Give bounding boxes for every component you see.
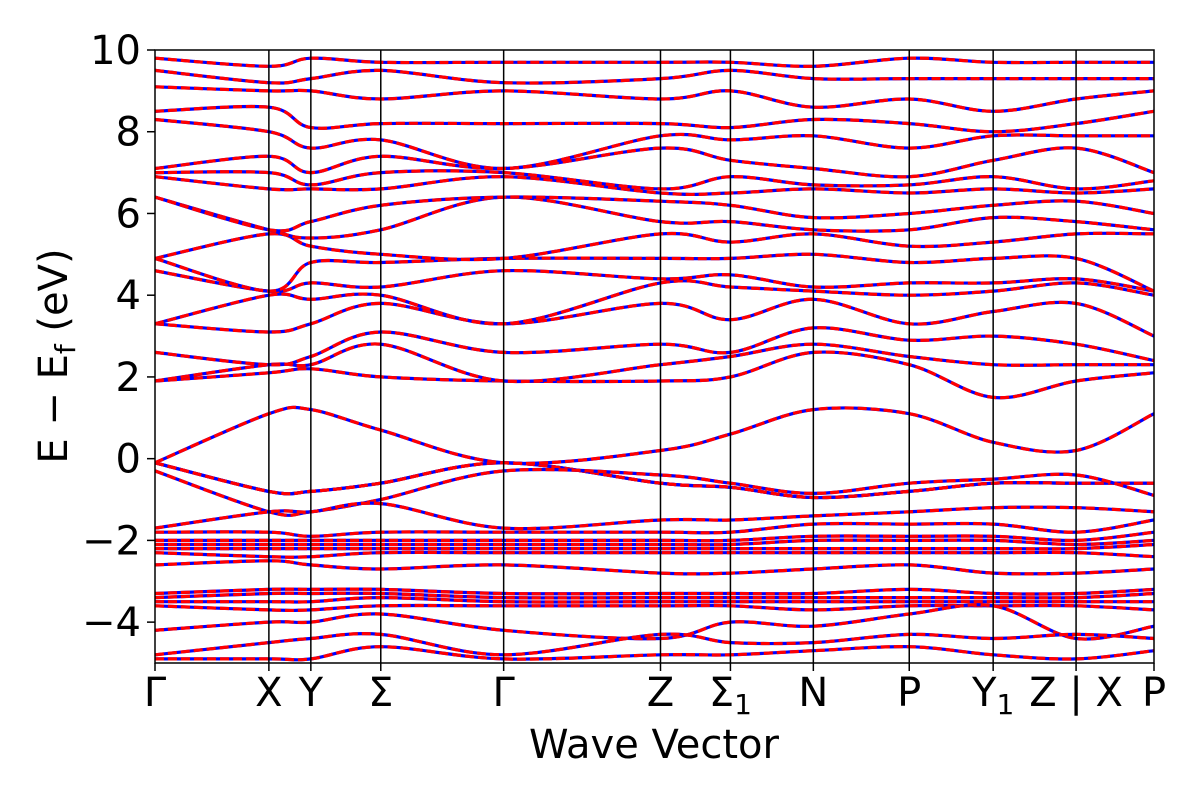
y-tick-label: 8 — [116, 110, 141, 156]
band-line-red — [155, 326, 1154, 367]
y-tick-label: −4 — [82, 600, 141, 646]
y-axis-title-main: E − E — [31, 354, 77, 464]
band-line-blue — [155, 645, 1154, 662]
x-tick-label: P — [897, 670, 921, 716]
band-line-red — [155, 405, 1154, 466]
y-tick-label: 6 — [116, 191, 141, 237]
band-line-red — [155, 56, 1154, 68]
band-line-red — [155, 518, 1154, 538]
x-tick-label: Y — [298, 670, 324, 716]
x-tick-label: N — [798, 670, 828, 716]
x-axis-ticks: Γ X Y Σ Γ Z Σ1 N P Y1 Z | X P — [144, 663, 1166, 721]
y-tick-label: 10 — [90, 28, 141, 74]
x-tick-label: Γ — [144, 670, 167, 716]
x-tick-label: Z — [647, 670, 674, 716]
y-axis-title-unit: (eV) — [31, 248, 77, 344]
plot-frame — [154, 49, 1155, 664]
band-line-red — [155, 297, 1154, 338]
x-tick-label: Σ — [368, 670, 393, 716]
band-line-red — [155, 68, 1154, 85]
y-tick-label: −2 — [82, 518, 141, 564]
band-line-blue — [155, 461, 1154, 500]
band-line-red — [155, 85, 1154, 113]
y-tick-label: 4 — [116, 273, 141, 319]
x-axis-title: Wave Vector — [529, 722, 780, 768]
x-tick-label: Γ — [493, 670, 516, 716]
x-tick-label: Z | X — [1029, 670, 1123, 716]
band-line-red — [155, 252, 1154, 293]
band-line-red — [155, 550, 1154, 559]
y-axis-title-sub: f — [49, 343, 82, 354]
y-tick-label: 0 — [116, 437, 141, 483]
band-line-blue — [155, 518, 1154, 538]
x-tick-label: Y1 — [971, 670, 1014, 721]
y-axis-ticks: −4 −2 0 2 4 6 8 10 — [82, 28, 155, 646]
x-tick-label: P — [1142, 670, 1166, 716]
band-line-red — [155, 342, 1154, 384]
y-axis-title: E − Ef (eV) — [31, 248, 82, 463]
band-line-red — [155, 559, 1154, 576]
band-line-red — [155, 195, 1154, 233]
band-lines — [155, 56, 1154, 662]
band-line-blue — [155, 342, 1154, 384]
band-line-blue — [155, 405, 1154, 466]
band-line-blue — [155, 146, 1154, 179]
band-line-blue — [155, 268, 1154, 293]
high-symmetry-lines — [268, 50, 1077, 663]
x-tick-label: Σ1 — [709, 670, 752, 721]
y-tick-label: 2 — [116, 355, 141, 401]
band-line-blue — [155, 632, 1154, 657]
band-line-blue — [155, 68, 1154, 85]
x-tick-label: X — [255, 670, 282, 716]
